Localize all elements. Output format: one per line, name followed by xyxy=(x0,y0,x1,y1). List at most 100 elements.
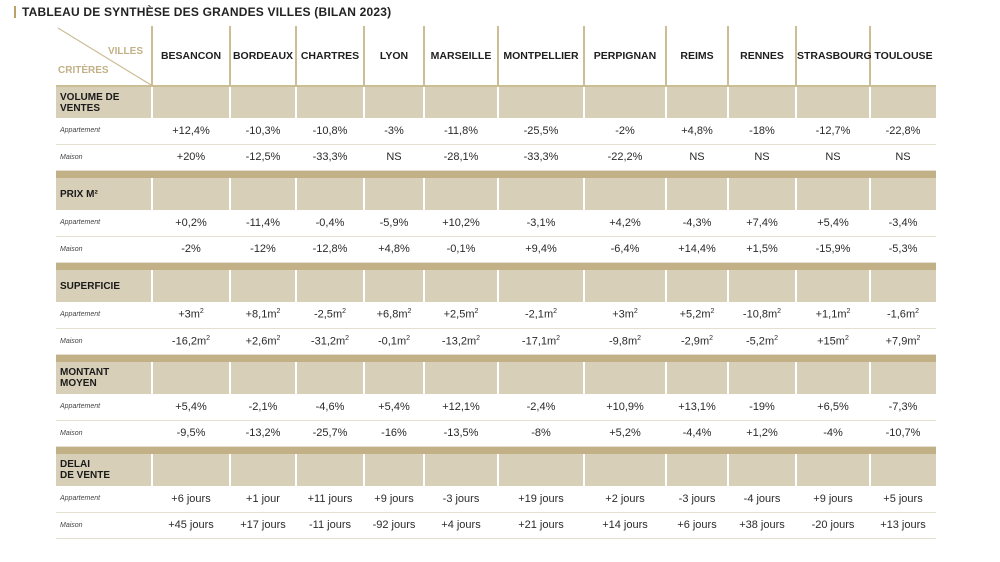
section-header-cell xyxy=(795,86,870,118)
value-cell: +17 jours xyxy=(230,512,296,539)
value-cell: -17,1m2 xyxy=(498,328,584,355)
value-cell: -10,8m2 xyxy=(728,302,796,329)
value-unit-exponent: 2 xyxy=(710,308,715,316)
value-unit: m xyxy=(701,309,711,322)
table-row: Maison -2% -12% -12,8% +4,8% -0,1% +9,4% -6,4% +… xyxy=(56,236,936,263)
section-header-cell xyxy=(423,454,498,486)
section-header-cell xyxy=(229,454,296,486)
city-header: STRASBOURG xyxy=(795,26,872,87)
value-number: -2,1 xyxy=(524,309,544,322)
value-unit-exponent: 2 xyxy=(276,334,281,342)
value-number: +2,5 xyxy=(443,309,466,322)
value-cell: -12,5% xyxy=(230,144,296,171)
city-header: RENNES xyxy=(727,26,796,87)
section-header-cell xyxy=(151,178,230,210)
section-header-cell xyxy=(151,86,230,118)
value-unit: m xyxy=(267,335,277,348)
value-unit: m xyxy=(835,335,845,348)
section-header-cell xyxy=(869,270,936,302)
value-number: -5,2 xyxy=(745,335,765,348)
section-header-cell xyxy=(727,86,796,118)
row-label: Appartement xyxy=(56,210,152,237)
value-unit: m xyxy=(624,309,634,322)
value-unit-exponent: 2 xyxy=(206,334,211,342)
value-cell: +5,4% xyxy=(364,394,424,421)
row-label: Appartement xyxy=(56,394,152,421)
summary-table: VILLES CRITÈRES BESANCON BORDEAUX CHARTRES… xyxy=(56,26,936,539)
value-number: -9,8 xyxy=(608,335,628,348)
value-unit: m xyxy=(905,309,916,322)
value-cell: -2,1% xyxy=(230,394,296,421)
value-cell: -25,7% xyxy=(296,420,364,447)
section-header-cell xyxy=(583,454,666,486)
header-row: VILLES CRITÈRES BESANCON BORDEAUX CHARTRES… xyxy=(56,26,936,87)
value-unit: m xyxy=(699,335,710,348)
value-cell: -4% xyxy=(796,420,870,447)
value-cell: -10,3% xyxy=(230,118,296,145)
city-header: TOULOUSE xyxy=(869,26,936,87)
value-cell: +12,1% xyxy=(424,394,498,421)
value-number: -10,8 xyxy=(742,309,768,322)
value-unit-exponent: 2 xyxy=(476,334,481,342)
value-cell: -15,9% xyxy=(796,236,870,263)
section-header-cell xyxy=(727,362,796,394)
value-cell: -2,4% xyxy=(498,394,584,421)
table-row: Maison -9,5% -13,2% -25,7% -16% -13,5% -8% +5,2… xyxy=(56,420,936,447)
table-row: Appartement +5,4% -2,1% -4,6% +5,4% +12,1% -2,… xyxy=(56,394,936,421)
section-header-cell xyxy=(363,178,424,210)
value-unit: m xyxy=(768,309,778,322)
value-cell: -0,4% xyxy=(296,210,364,237)
value-cell: -13,2m2 xyxy=(424,328,498,355)
value-unit-exponent: 2 xyxy=(553,308,558,316)
section-header-cell xyxy=(869,86,936,118)
value-cell: +5,4% xyxy=(152,394,230,421)
value-number: -13,2 xyxy=(441,335,467,348)
value-cell: -3,4% xyxy=(870,210,936,237)
value-number: +7,9 xyxy=(885,335,908,348)
value-cell: +4,2% xyxy=(584,210,666,237)
row-label: Maison xyxy=(56,328,152,355)
value-unit: m xyxy=(547,335,557,348)
value-unit-exponent: 2 xyxy=(345,334,350,342)
value-number: +6,8 xyxy=(376,309,399,322)
value-cell: -4,3% xyxy=(666,210,728,237)
value-cell: -0,1m2 xyxy=(364,328,424,355)
value-cell: +4,8% xyxy=(666,118,728,145)
section-header-row: DELAI DE VENTE xyxy=(56,454,936,486)
value-cell: -31,2m2 xyxy=(296,328,364,355)
value-cell: -12% xyxy=(230,236,296,263)
value-cell: -22,8% xyxy=(870,118,936,145)
value-cell: -3% xyxy=(364,118,424,145)
section-header-cell xyxy=(423,86,498,118)
title-accent-bar xyxy=(14,6,16,18)
section-separator xyxy=(56,170,936,178)
value-number: +15 xyxy=(817,335,836,348)
section-label: DELAI DE VENTE xyxy=(56,454,152,486)
value-unit-exponent: 2 xyxy=(637,334,642,342)
value-cell: +6 jours xyxy=(152,486,230,513)
section-header-cell xyxy=(665,362,728,394)
value-unit: m xyxy=(332,309,343,322)
value-cell: +15m2 xyxy=(796,328,870,355)
section-label: MONTANT MOYEN xyxy=(56,362,152,394)
value-cell: +5 jours xyxy=(870,486,936,513)
value-number: +3 xyxy=(178,309,191,322)
section-header-cell xyxy=(795,362,870,394)
section-header-cell xyxy=(727,270,796,302)
value-cell: -92 jours xyxy=(364,512,424,539)
value-cell: NS xyxy=(728,144,796,171)
section-header-cell xyxy=(665,270,728,302)
value-cell: -10,7% xyxy=(870,420,936,447)
value-cell: +4 jours xyxy=(424,512,498,539)
table-row: Appartement +6 jours +1 jour +11 jours +9 jo… xyxy=(56,486,936,513)
section-header-cell xyxy=(295,362,364,394)
title-container: TABLEAU DE SYNTHÈSE DES GRANDES VILLES (… xyxy=(14,4,391,20)
value-cell: +7,4% xyxy=(728,210,796,237)
value-cell: +8,1m2 xyxy=(230,302,296,329)
value-cell: NS xyxy=(666,144,728,171)
city-header: CHARTRES xyxy=(295,26,364,87)
value-number: +5,2 xyxy=(679,309,702,322)
section-header-cell xyxy=(497,86,584,118)
section-header-cell xyxy=(295,454,364,486)
section-header-cell xyxy=(583,86,666,118)
